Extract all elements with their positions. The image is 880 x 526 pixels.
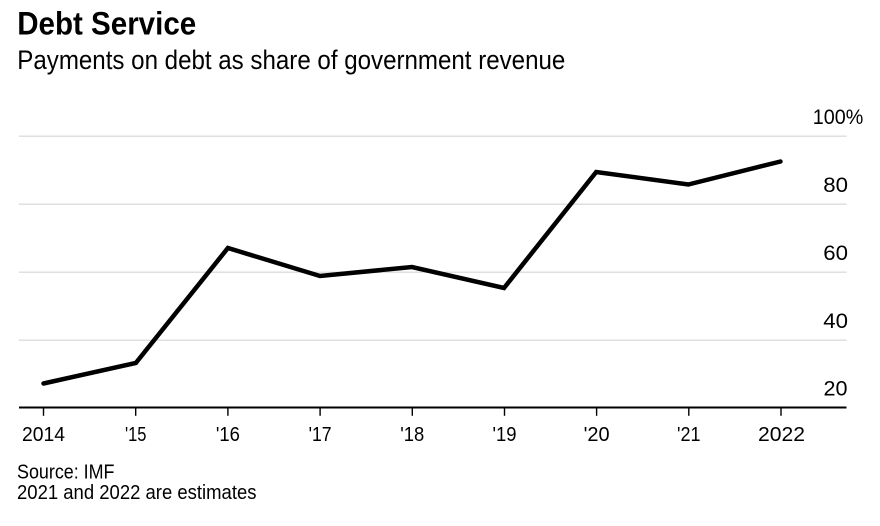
- svg-text:20: 20: [824, 378, 848, 401]
- svg-text:Payments on debt as share of g: Payments on debt as share of government …: [17, 45, 565, 75]
- svg-text:'19: '19: [493, 424, 517, 446]
- svg-text:Source: IMF: Source: IMF: [17, 462, 115, 484]
- svg-text:2014: 2014: [22, 424, 65, 446]
- svg-text:40: 40: [823, 310, 848, 333]
- svg-text:'15: '15: [125, 424, 147, 446]
- svg-text:2022: 2022: [758, 424, 805, 446]
- svg-text:'18: '18: [400, 424, 424, 446]
- svg-text:100%: 100%: [813, 106, 864, 129]
- svg-text:'20: '20: [584, 424, 610, 446]
- svg-text:60: 60: [823, 242, 848, 265]
- svg-text:'16: '16: [216, 424, 240, 446]
- svg-text:Debt Service: Debt Service: [17, 6, 196, 42]
- svg-text:'17: '17: [309, 424, 332, 446]
- svg-text:80: 80: [823, 174, 848, 197]
- svg-text:2021 and 2022 are estimates: 2021 and 2022 are estimates: [17, 482, 257, 504]
- svg-text:'21: '21: [677, 424, 701, 446]
